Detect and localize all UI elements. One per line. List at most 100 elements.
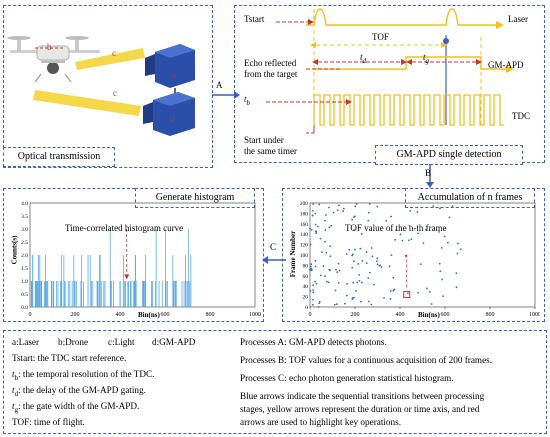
scatter-point — [324, 229, 327, 231]
scatter-point — [455, 286, 458, 289]
scatter-point — [337, 281, 340, 284]
scatter-point — [359, 247, 362, 250]
scatter-point — [451, 205, 454, 208]
legend-proc-c: Processes C: echo photon generation stat… — [240, 373, 454, 383]
scatter-point — [417, 291, 420, 294]
scatter-point — [327, 281, 330, 284]
scatter-point — [440, 246, 443, 249]
scatter-point — [401, 239, 404, 242]
scatter-point — [312, 291, 315, 294]
scatter-point — [389, 290, 392, 292]
scatter-point — [318, 302, 321, 305]
scatter-point — [442, 295, 445, 297]
scatter-xtick-label: 400 — [396, 312, 405, 318]
scatter-point — [312, 284, 315, 287]
scatter-plot: 0 200 400 600 800 1000 0 20 40 60 80 100 120 140 160 18… — [300, 201, 540, 318]
scatter-point — [336, 271, 339, 273]
scatter-point — [368, 203, 371, 205]
legend-item-drone: b:Drone — [58, 337, 89, 347]
scatter-point — [376, 257, 379, 260]
scatter-point — [326, 280, 328, 283]
scatter-xtick-label: 1000 — [529, 312, 540, 318]
scatter-point — [310, 228, 313, 231]
scatter-point — [371, 255, 374, 258]
scatter-point — [367, 211, 370, 214]
scatter-point — [416, 210, 419, 213]
scatter-point — [392, 276, 395, 279]
scatter-ytick-label: 140 — [300, 232, 309, 238]
arrow-c — [262, 256, 286, 264]
scatter-point — [314, 212, 317, 215]
scatter-point — [328, 226, 331, 229]
scatter-point — [335, 303, 338, 306]
scatter-point — [352, 216, 355, 219]
scatter-point — [352, 281, 355, 284]
scatter-point — [351, 266, 354, 269]
scatter-point — [388, 265, 391, 268]
scatter-ytick-label: 100 — [300, 253, 309, 259]
scatter-ylabel: Frame Number — [289, 230, 298, 278]
label-c-upper: c — [112, 48, 116, 58]
scatter-point — [329, 255, 332, 258]
legend-note-3: arrows are used to highlight key operati… — [240, 417, 401, 427]
scatter-point — [325, 251, 328, 254]
scatter-point — [353, 296, 355, 299]
scatter-point — [315, 232, 318, 235]
scatter-point — [345, 294, 348, 297]
scatter-xtick-label: 600 — [441, 312, 450, 318]
scatter-point — [365, 262, 368, 265]
scatter-point — [351, 297, 354, 299]
scatter-point — [354, 205, 357, 208]
scatter-ytick-label: 120 — [300, 243, 309, 249]
tdc-label: TDC — [512, 111, 530, 121]
label-b: b — [47, 42, 52, 52]
scatter-point — [324, 240, 326, 243]
scatter-point — [365, 251, 368, 254]
scatter-point — [333, 303, 336, 306]
scatter-point — [426, 287, 428, 290]
scatter-point — [457, 242, 459, 245]
scatter-point — [348, 248, 351, 251]
hist-ytick-label: 2.5 — [21, 240, 28, 246]
light-beam-lower — [33, 90, 141, 116]
optical-panel — [3, 5, 213, 168]
scatter-point — [370, 303, 373, 306]
tof-label: TOF — [372, 32, 389, 42]
scatter-point — [319, 237, 322, 240]
hist-ytick-label: 3.5 — [21, 214, 28, 220]
scatter-point — [376, 205, 379, 208]
scatter-ytick-label: 40 — [303, 284, 309, 290]
gmapd-label: GM-APD — [488, 60, 524, 70]
hist-xtick-label: 200 — [71, 312, 80, 318]
scatter-point — [376, 260, 378, 263]
scatter-point — [314, 223, 317, 226]
scatter-annotation: TOF value of the n-th frame — [345, 223, 447, 233]
scatter-point — [395, 229, 398, 232]
scatter-point — [358, 280, 361, 282]
scatter-point — [355, 289, 357, 292]
legend-proc-a: Processes A: GM-APD detects photons. — [240, 337, 387, 347]
scatter-point — [408, 224, 411, 227]
light-beam-upper — [75, 48, 145, 70]
scatter-point — [324, 275, 326, 278]
scatter-point — [334, 289, 337, 292]
scatter-point — [338, 269, 341, 272]
legend-tof: TOF: time of flight. — [12, 417, 85, 427]
scatter-point — [309, 227, 311, 230]
scatter-point — [353, 248, 356, 251]
scatter-ytick-label: 180 — [300, 211, 309, 217]
scatter-point — [337, 262, 340, 265]
scatter-point — [376, 263, 379, 266]
scatter-point — [383, 297, 385, 299]
scatter-point — [373, 283, 375, 286]
scatter-point — [351, 218, 354, 221]
scatter-point — [353, 260, 355, 263]
scatter-point — [309, 243, 312, 246]
scatter-point — [336, 209, 339, 212]
scatter-point — [310, 263, 313, 266]
arrow-b-label: B — [425, 168, 432, 178]
scatter-point — [428, 290, 431, 293]
scatter-point — [324, 219, 326, 222]
label-a-upper: a — [172, 70, 176, 80]
scatter-point — [439, 270, 442, 273]
